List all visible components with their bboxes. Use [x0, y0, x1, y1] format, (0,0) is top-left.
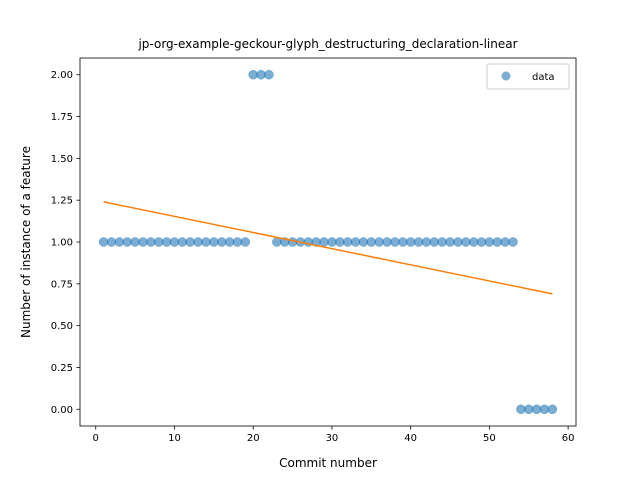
x-tick-label: 0 — [93, 433, 99, 444]
x-tick-label: 20 — [247, 433, 260, 444]
x-axis-label: Commit number — [279, 456, 377, 470]
y-axis-label: Number of instance of a feature — [19, 146, 33, 338]
data-point — [264, 70, 273, 79]
y-tick-label: 1.50 — [51, 154, 73, 165]
legend-box — [487, 64, 569, 89]
x-tick-label: 30 — [326, 433, 339, 444]
x-tick-label: 40 — [404, 433, 417, 444]
y-tick-label: 0.50 — [51, 321, 73, 332]
chart-title: jp-org-example-geckour-glyph_destructuri… — [137, 37, 517, 51]
x-tick-label: 50 — [483, 433, 496, 444]
x-tick-label: 10 — [168, 433, 181, 444]
y-tick-label: 0.00 — [51, 405, 73, 416]
y-tick-label: 0.25 — [51, 363, 73, 374]
y-tick-label: 1.25 — [51, 196, 73, 207]
data-point — [509, 238, 518, 247]
y-tick-label: 2.00 — [51, 70, 73, 81]
legend-label-data: data — [532, 72, 555, 83]
y-tick-label: 1.75 — [51, 112, 73, 123]
y-tick-label: 0.75 — [51, 279, 73, 290]
x-tick-label: 60 — [562, 433, 575, 444]
data-point — [241, 238, 250, 247]
data-point — [548, 405, 557, 414]
y-tick-label: 1.00 — [51, 238, 73, 249]
legend: data — [487, 64, 569, 89]
legend-marker-data — [502, 72, 511, 81]
